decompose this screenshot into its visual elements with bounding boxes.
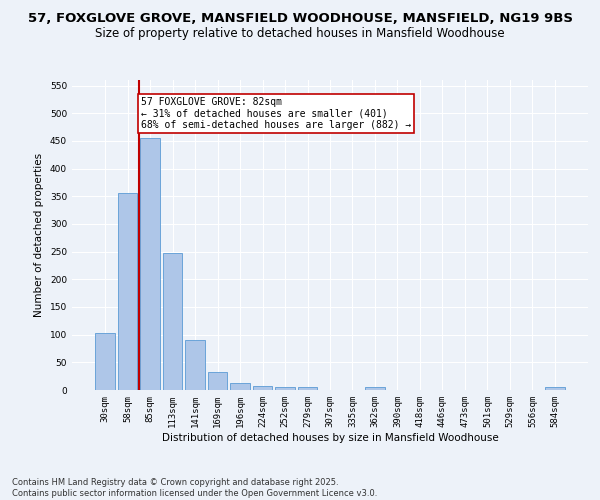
Bar — [185, 340, 205, 390]
Bar — [140, 138, 160, 390]
Bar — [275, 387, 295, 390]
X-axis label: Distribution of detached houses by size in Mansfield Woodhouse: Distribution of detached houses by size … — [161, 432, 499, 442]
Text: Size of property relative to detached houses in Mansfield Woodhouse: Size of property relative to detached ho… — [95, 28, 505, 40]
Bar — [365, 387, 385, 390]
Text: 57 FOXGLOVE GROVE: 82sqm
← 31% of detached houses are smaller (401)
68% of semi-: 57 FOXGLOVE GROVE: 82sqm ← 31% of detach… — [141, 96, 411, 130]
Bar — [118, 193, 137, 390]
Bar — [545, 387, 565, 390]
Text: 57, FOXGLOVE GROVE, MANSFIELD WOODHOUSE, MANSFIELD, NG19 9BS: 57, FOXGLOVE GROVE, MANSFIELD WOODHOUSE,… — [28, 12, 572, 26]
Bar — [298, 387, 317, 390]
Bar — [95, 333, 115, 390]
Bar — [163, 254, 182, 390]
Y-axis label: Number of detached properties: Number of detached properties — [34, 153, 44, 317]
Text: Contains HM Land Registry data © Crown copyright and database right 2025.
Contai: Contains HM Land Registry data © Crown c… — [12, 478, 377, 498]
Bar — [253, 386, 272, 390]
Bar — [208, 372, 227, 390]
Bar — [230, 383, 250, 390]
